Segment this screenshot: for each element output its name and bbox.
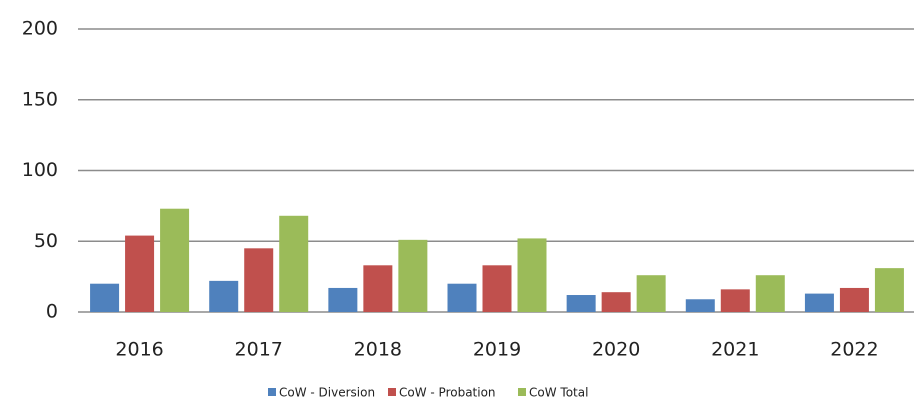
bar bbox=[636, 275, 666, 312]
bar bbox=[566, 295, 596, 312]
x-tick-label: 2020 bbox=[592, 339, 640, 361]
x-tick-label: 2022 bbox=[830, 339, 878, 361]
bar bbox=[517, 238, 547, 312]
bar bbox=[398, 239, 428, 312]
legend-label: CoW - Probation bbox=[399, 386, 496, 400]
x-tick-label: 2019 bbox=[473, 339, 521, 361]
bar bbox=[125, 235, 155, 312]
y-tick-label: 100 bbox=[22, 159, 58, 181]
bar bbox=[447, 283, 477, 312]
bar bbox=[363, 265, 393, 312]
bar bbox=[874, 268, 904, 312]
bar bbox=[720, 289, 750, 312]
x-tick-label: 2021 bbox=[711, 339, 759, 361]
bar bbox=[839, 287, 869, 312]
y-tick-label: 50 bbox=[34, 230, 58, 252]
bar bbox=[209, 280, 239, 312]
bar bbox=[685, 299, 715, 312]
legend-swatch bbox=[388, 388, 396, 396]
legend-swatch bbox=[268, 388, 276, 396]
bar bbox=[601, 292, 631, 312]
x-tick-label: 2016 bbox=[115, 339, 163, 361]
bar bbox=[328, 287, 358, 312]
bar bbox=[244, 248, 274, 312]
x-tick-label: 2017 bbox=[235, 339, 283, 361]
y-tick-label: 200 bbox=[22, 18, 58, 40]
bar bbox=[90, 283, 120, 312]
bar bbox=[279, 215, 309, 312]
legend-label: CoW - Diversion bbox=[279, 386, 375, 400]
legend-swatch bbox=[518, 388, 526, 396]
bar bbox=[482, 265, 512, 312]
y-tick-label: 150 bbox=[22, 88, 58, 110]
bar bbox=[804, 293, 834, 312]
legend-label: CoW Total bbox=[529, 386, 588, 400]
bar bbox=[755, 275, 785, 312]
bar bbox=[160, 208, 190, 312]
x-tick-label: 2018 bbox=[354, 339, 402, 361]
y-tick-label: 0 bbox=[46, 301, 58, 323]
